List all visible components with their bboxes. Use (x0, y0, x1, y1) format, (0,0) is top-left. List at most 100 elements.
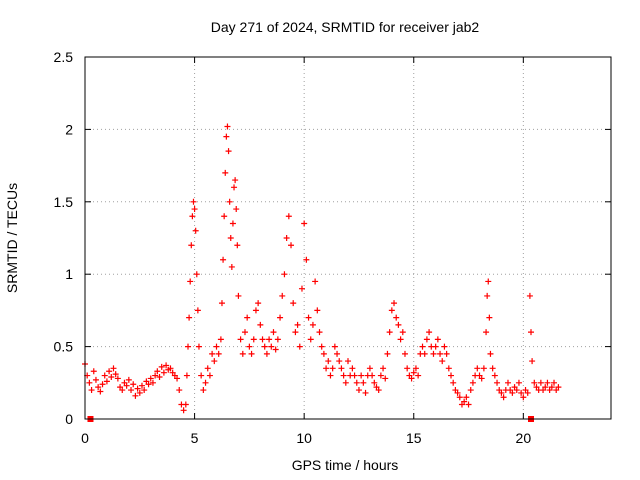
y-tick-label: 1 (65, 266, 73, 282)
data-point (395, 321, 402, 328)
data-point (285, 213, 292, 220)
data-point (187, 278, 194, 285)
data-point (555, 384, 562, 391)
data-point (217, 336, 224, 343)
data-point (430, 350, 437, 357)
data-point (259, 336, 266, 343)
data-point (542, 384, 549, 391)
x-tick-label: 0 (81, 430, 89, 446)
data-point (386, 329, 393, 336)
data-point (426, 329, 433, 336)
data-point (204, 365, 211, 372)
data-point (445, 365, 452, 372)
data-point (544, 379, 551, 386)
data-point (101, 372, 108, 379)
data-point (221, 213, 228, 220)
data-point (548, 384, 555, 391)
data-point (421, 350, 428, 357)
data-point (180, 407, 187, 414)
data-point (327, 372, 334, 379)
data-point (494, 379, 501, 386)
data-point (486, 314, 493, 321)
data-point (303, 256, 310, 263)
data-point (185, 343, 192, 350)
data-point (504, 379, 511, 386)
data-point (419, 343, 426, 350)
data-point (277, 314, 284, 321)
data-point (128, 387, 135, 394)
data-point (176, 387, 183, 394)
data-point (441, 343, 448, 350)
data-point (222, 169, 229, 176)
data-point (336, 358, 343, 365)
data-point (261, 343, 268, 350)
data-point (448, 372, 455, 379)
data-point (224, 123, 231, 130)
data-point (235, 292, 242, 299)
data-point (529, 358, 536, 365)
data-point (231, 184, 238, 191)
data-point (469, 379, 476, 386)
data-point (439, 358, 446, 365)
data-point (95, 384, 102, 391)
data-point (342, 379, 349, 386)
data-point (194, 307, 201, 314)
data-point (234, 242, 241, 249)
data-point (158, 363, 165, 370)
data-point (202, 379, 209, 386)
y-tick-labels: 0 0.5 1 1.5 2 2.5 (54, 49, 74, 427)
data-point (296, 343, 303, 350)
data-point (281, 271, 288, 278)
data-point (237, 336, 244, 343)
data-point (528, 329, 535, 336)
data-point (432, 343, 439, 350)
data-point (134, 385, 141, 392)
data-point (246, 343, 253, 350)
data-point (551, 379, 558, 386)
data-point (103, 378, 110, 385)
data-point (119, 387, 126, 394)
data-point (465, 401, 472, 408)
data-point (206, 372, 213, 379)
data-point (314, 307, 321, 314)
data-point (404, 365, 411, 372)
y-axis-label: SRMTID / TECUs (4, 183, 20, 293)
data-point (239, 350, 246, 357)
data-point (266, 336, 273, 343)
data-point (167, 365, 174, 372)
data-point (380, 365, 387, 372)
data-point (323, 365, 330, 372)
data-point (382, 375, 389, 382)
data-point (355, 387, 362, 394)
data-point (123, 382, 130, 389)
data-point (163, 362, 170, 369)
data-point (152, 372, 159, 379)
data-point (485, 278, 492, 285)
data-point (515, 379, 522, 386)
x-axis-label: GPS time / hours (292, 457, 399, 473)
x-tick-label: 10 (296, 430, 312, 446)
data-point (358, 372, 365, 379)
data-point (391, 300, 398, 307)
data-point (97, 388, 104, 395)
data-point (309, 321, 316, 328)
y-tick-label: 2.5 (54, 49, 74, 65)
data-point (110, 365, 117, 372)
data-point (213, 343, 220, 350)
data-point (257, 321, 264, 328)
data-point (138, 382, 145, 389)
data-point (388, 307, 395, 314)
data-point (200, 387, 207, 394)
data-point (290, 300, 297, 307)
plot-frame (84, 56, 612, 420)
data-point (147, 375, 154, 382)
data-point (450, 379, 457, 386)
data-point (248, 350, 255, 357)
data-point (369, 372, 376, 379)
data-point (331, 343, 338, 350)
data-point (141, 387, 148, 394)
data-point (483, 329, 490, 336)
data-point (283, 235, 290, 241)
data-point (399, 329, 406, 336)
